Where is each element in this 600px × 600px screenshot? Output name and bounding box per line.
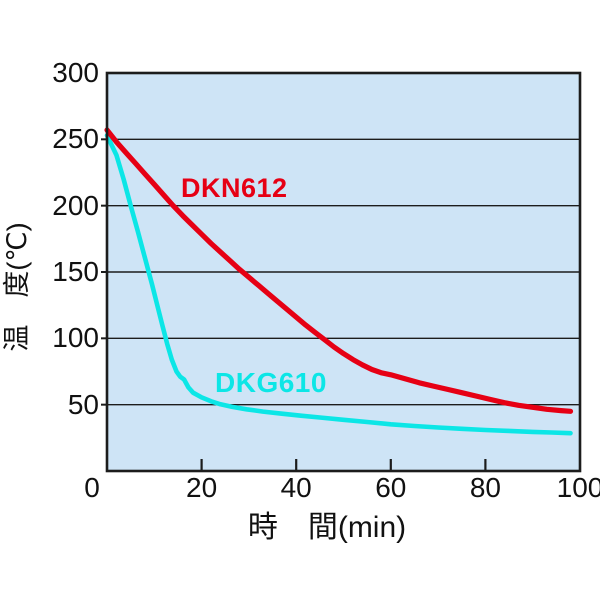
x-tick-label-40: 40: [280, 472, 312, 503]
x-axis-title: 時 間(min): [247, 511, 407, 544]
y-tick-label-100: 100: [52, 322, 99, 354]
x-tick-label-20: 20: [186, 472, 218, 503]
x-tick-label-80: 80: [469, 472, 501, 503]
series-line-dkn612: [104, 127, 574, 414]
plot-border: [105, 71, 582, 473]
series-label-dkg610: DKG610: [215, 367, 327, 398]
series-line-dkg610: [104, 133, 573, 436]
y-tick-label-150: 150: [52, 256, 99, 287]
series-label-dkn612: DKN612: [181, 173, 288, 203]
x-tick-label-0: 0: [84, 472, 100, 503]
y-tick-label-250: 250: [52, 123, 99, 155]
y-tick-label-200: 200: [52, 189, 99, 221]
y-tick-label-300: 300: [52, 57, 99, 88]
y-tick-label-50: 50: [67, 388, 99, 420]
y-axis-title: 温 度(℃): [2, 222, 32, 352]
x-tick-label-60: 60: [375, 472, 407, 503]
x-tick-label-100: 100: [556, 472, 600, 503]
